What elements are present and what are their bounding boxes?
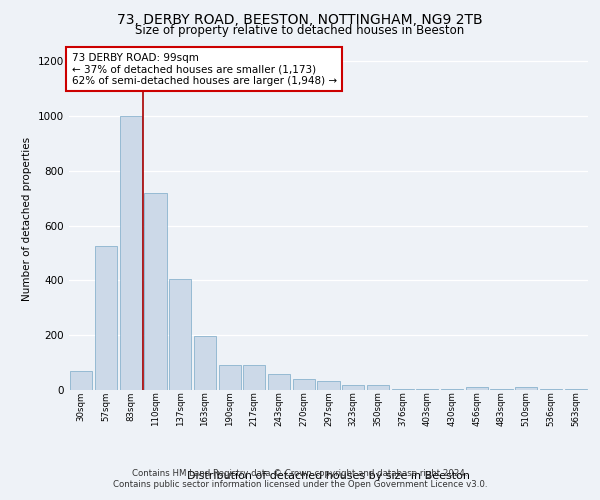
Text: Contains public sector information licensed under the Open Government Licence v3: Contains public sector information licen…: [113, 480, 487, 489]
Text: Size of property relative to detached houses in Beeston: Size of property relative to detached ho…: [136, 24, 464, 37]
Bar: [293, 379, 315, 390]
Bar: [169, 279, 191, 390]
Y-axis label: Number of detached properties: Number of detached properties: [22, 136, 32, 301]
Bar: [342, 385, 364, 390]
Bar: [317, 381, 340, 390]
X-axis label: Distribution of detached houses by size in Beeston: Distribution of detached houses by size …: [187, 470, 470, 480]
Bar: [268, 374, 290, 390]
Bar: [95, 246, 117, 390]
Text: 73 DERBY ROAD: 99sqm
← 37% of detached houses are smaller (1,173)
62% of semi-de: 73 DERBY ROAD: 99sqm ← 37% of detached h…: [71, 52, 337, 86]
Bar: [218, 366, 241, 390]
Bar: [194, 336, 216, 390]
Bar: [70, 372, 92, 390]
Bar: [367, 385, 389, 390]
Bar: [145, 192, 167, 390]
Bar: [515, 388, 538, 390]
Text: Contains HM Land Registry data © Crown copyright and database right 2024.: Contains HM Land Registry data © Crown c…: [132, 468, 468, 477]
Bar: [243, 366, 265, 390]
Text: 73, DERBY ROAD, BEESTON, NOTTINGHAM, NG9 2TB: 73, DERBY ROAD, BEESTON, NOTTINGHAM, NG9…: [117, 12, 483, 26]
Bar: [119, 116, 142, 390]
Bar: [466, 388, 488, 390]
